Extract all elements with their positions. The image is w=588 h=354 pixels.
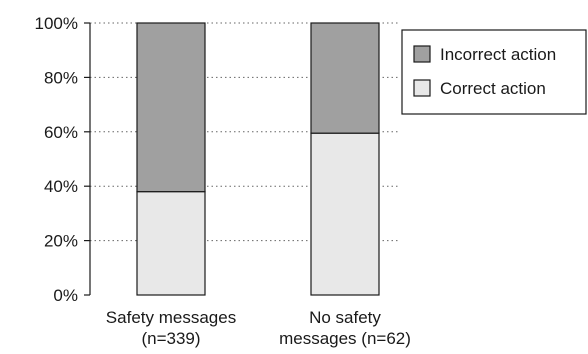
y-tick-label: 80% bbox=[44, 68, 78, 87]
legend-swatch bbox=[413, 45, 431, 63]
y-tick-label: 60% bbox=[44, 123, 78, 142]
legend-label: Incorrect action bbox=[440, 45, 556, 64]
y-axis: 0% 20% 40% 60% 80% 100% bbox=[35, 14, 91, 305]
legend-box bbox=[401, 29, 587, 115]
bars bbox=[136, 22, 380, 296]
legend-label: Correct action bbox=[440, 79, 546, 98]
bar-segment-incorrect-action bbox=[136, 22, 206, 193]
x-axis-categories: Safety messages (n=339) No safety messages … bbox=[106, 308, 411, 348]
legend-swatch bbox=[413, 79, 431, 97]
y-tick-label: 20% bbox=[44, 232, 78, 251]
category-label: (n=339) bbox=[141, 329, 200, 348]
category-label: messages (n=62) bbox=[279, 329, 411, 348]
category-label: Safety messages bbox=[106, 308, 236, 327]
y-tick-label: 40% bbox=[44, 177, 78, 196]
y-tick-label: 0% bbox=[53, 286, 78, 305]
y-tick-label: 100% bbox=[35, 14, 78, 33]
bar-segment-correct-action bbox=[136, 191, 206, 296]
bar-segment-correct-action bbox=[310, 132, 380, 296]
legend: Incorrect action Correct action bbox=[401, 29, 587, 115]
category-label: No safety bbox=[309, 308, 381, 327]
bar-segment-incorrect-action bbox=[310, 22, 380, 134]
